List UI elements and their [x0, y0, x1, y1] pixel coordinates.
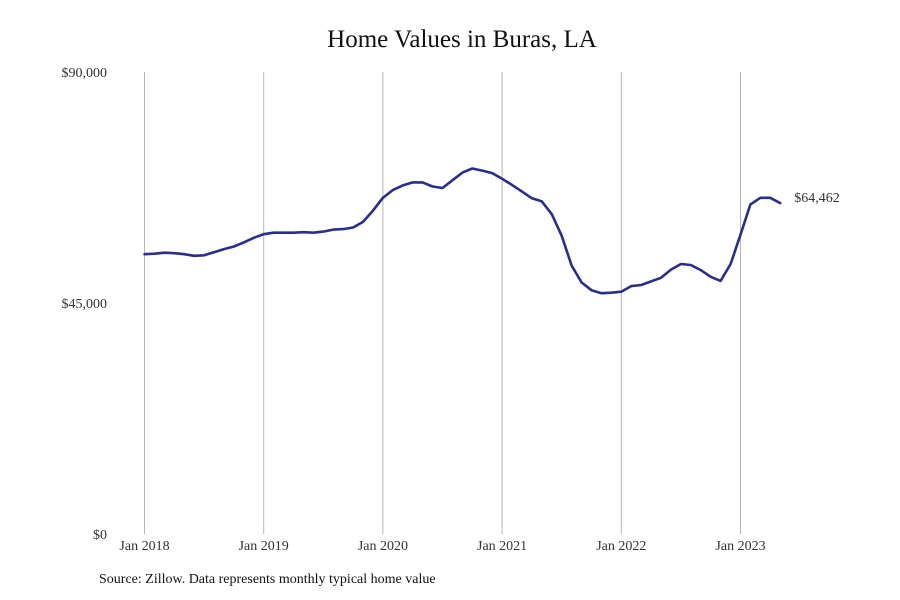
- y-tick-label: $45,000: [62, 297, 108, 312]
- gridlines: [144, 72, 741, 534]
- y-axis: $0 $45,000 $90,000: [62, 66, 108, 543]
- y-tick-label: $90,000: [62, 66, 108, 81]
- x-tick-label: Jan 2022: [596, 539, 646, 554]
- x-tick-label: Jan 2023: [715, 539, 765, 554]
- x-tick-label: Jan 2020: [358, 539, 408, 554]
- end-value-label: $64,462: [794, 191, 840, 206]
- home-value-line: [143, 167, 782, 295]
- x-tick-label: Jan 2019: [239, 539, 289, 554]
- chart-title: Home Values in Buras, LA: [327, 26, 597, 53]
- y-tick-label: $0: [93, 528, 107, 543]
- x-tick-label: Jan 2021: [477, 539, 527, 554]
- source-note: Source: Zillow. Data represents monthly …: [99, 572, 436, 587]
- x-tick-label: Jan 2018: [119, 539, 169, 554]
- x-axis: Jan 2018 Jan 2019 Jan 2020 Jan 2021 Jan 2022…: [119, 539, 765, 554]
